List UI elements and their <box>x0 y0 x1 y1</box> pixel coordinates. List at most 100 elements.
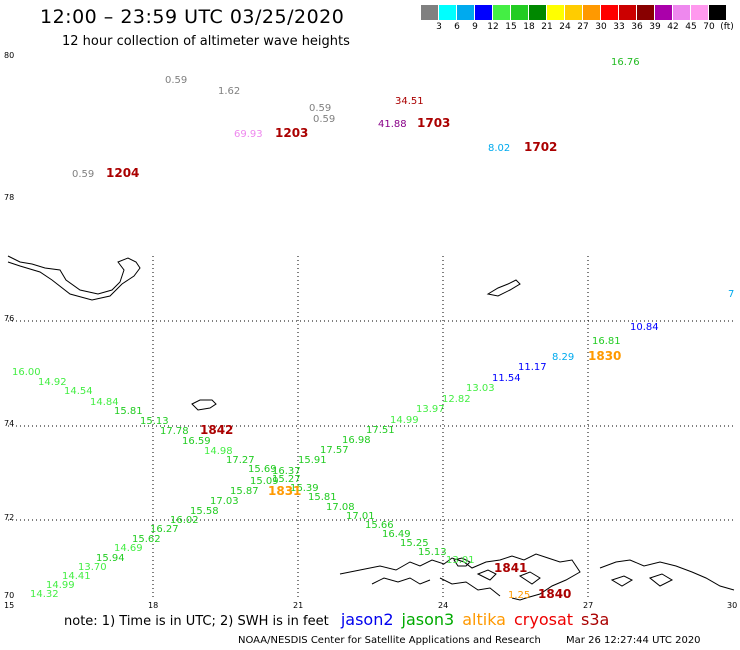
color-swatch <box>601 5 618 20</box>
wave-height-value: 14.84 <box>90 397 119 408</box>
wave-height-value: 16.39 <box>290 483 319 494</box>
wave-height-value: 14.99 <box>390 415 419 426</box>
wave-height-value: 15.91 <box>298 455 327 466</box>
legend: note: 1) Time is in UTC; 2) SWH is in fe… <box>64 610 609 629</box>
color-scale-label: 30 <box>595 22 607 32</box>
wave-height-value: 0.59 <box>313 114 335 125</box>
latitude-tick: 72 <box>4 513 14 522</box>
wave-height-value: 10.84 <box>630 322 659 333</box>
wave-height-value: 17.57 <box>320 445 349 456</box>
wave-height-value: 16.02 <box>170 515 199 526</box>
color-swatch <box>691 5 708 20</box>
pass-time-label: 1840 <box>538 587 571 601</box>
wave-height-value: 11.17 <box>518 362 547 373</box>
color-swatch <box>457 5 474 20</box>
wave-height-value: 41.88 <box>378 119 407 130</box>
wave-height-value: 15.09 <box>250 476 279 487</box>
color-scale-label: 70 <box>703 22 715 32</box>
color-swatch <box>565 5 582 20</box>
coastline <box>7 255 735 601</box>
wave-height-value: 16.76 <box>611 57 640 68</box>
color-swatch <box>529 5 546 20</box>
color-swatch <box>493 5 510 20</box>
wave-height-value: 1.25 <box>508 590 530 601</box>
satellite-legend-item: s3a <box>581 610 610 629</box>
satellite-legend: jason2 jason3 altika cryosat s3a <box>333 610 610 629</box>
longitude-tick: 30 <box>727 601 737 610</box>
pass-time-label: 1830 <box>588 349 621 363</box>
color-scale-label: 39 <box>649 22 661 32</box>
wave-height-value: 17.08 <box>326 502 355 513</box>
wave-height-value: 16.00 <box>12 367 41 378</box>
wave-height-value: 0.59 <box>72 169 94 180</box>
wave-height-value: 15.25 <box>400 538 429 549</box>
wave-height-labels: 0.591.620.590.5934.5116.7641.8869.938.02… <box>12 57 734 601</box>
pass-time-label: 1842 <box>200 423 233 437</box>
wave-height-value: 0.59 <box>309 103 331 114</box>
satellite-legend-item: jason3 <box>401 610 455 629</box>
pass-time-label: 1702 <box>524 140 557 154</box>
color-scale-label: 33 <box>613 22 625 32</box>
latitude-tick: 74 <box>4 419 14 428</box>
wave-height-value: 16.81 <box>592 336 621 347</box>
color-swatch <box>583 5 600 20</box>
wave-height-value: 0.59 <box>165 75 187 86</box>
color-scale-label: 42 <box>667 22 679 32</box>
wave-height-value: 17.78 <box>160 426 189 437</box>
wave-height-value: 17.51 <box>366 425 395 436</box>
pass-time-label: 1841 <box>494 561 527 575</box>
wave-height-value: 15.69 <box>248 464 277 475</box>
wave-height-value: 14.41 <box>62 571 91 582</box>
color-swatch <box>619 5 636 20</box>
footer: NOAA/NESDIS Center for Satellite Applica… <box>238 635 701 646</box>
wave-height-value: 13.01 <box>446 555 475 566</box>
longitude-tick: 18 <box>148 601 158 610</box>
color-swatch <box>475 5 492 20</box>
color-swatch <box>421 5 438 20</box>
wave-height-value: 15.62 <box>132 534 161 545</box>
color-scale-label: 12 <box>487 22 499 32</box>
pass-time-label: 1204 <box>106 166 139 180</box>
wave-height-value: 13.97 <box>416 404 445 415</box>
color-swatch <box>511 5 528 20</box>
latitude-tick: 76 <box>4 314 14 323</box>
wave-height-value: 14.92 <box>38 377 67 388</box>
color-swatch <box>655 5 672 20</box>
wave-height-value: 15.81 <box>114 406 143 417</box>
longitude-tick: 21 <box>293 601 303 610</box>
wave-height-value: 15.13 <box>418 547 447 558</box>
wave-height-value: 14.32 <box>30 589 59 600</box>
legend-note: note: 1) Time is in UTC; 2) SWH is in fe… <box>64 614 329 629</box>
page-subtitle: 12 hour collection of altimeter wave hei… <box>62 34 350 49</box>
color-scale-label: 45 <box>685 22 697 32</box>
wave-height-value: 14.54 <box>64 386 93 397</box>
page-title: 12:00 – 23:59 UTC 03/25/2020 <box>40 6 345 28</box>
wave-height-value: 14.98 <box>204 446 233 457</box>
color-scale-label: 6 <box>454 22 460 32</box>
wave-height-value: 16.27 <box>150 524 179 535</box>
longitude-tick: 24 <box>438 601 448 610</box>
color-scale-label: 15 <box>505 22 517 32</box>
footer-timestamp: Mar 26 12:27:44 UTC 2020 <box>566 635 701 646</box>
color-scale-label: 24 <box>559 22 571 32</box>
wave-height-value: 8.02 <box>488 143 510 154</box>
wave-height-value: 17.01 <box>346 511 375 522</box>
wave-height-value: 11.54 <box>492 373 521 384</box>
wave-height-value: 34.51 <box>395 96 424 107</box>
wave-height-value: 15.58 <box>190 506 219 517</box>
wave-height-value: 8.29 <box>552 352 574 363</box>
color-scale-label: (ft) <box>720 22 734 32</box>
satellite-legend-item: altika <box>462 610 506 629</box>
longitude-tick: 27 <box>583 601 593 610</box>
wave-height-value: 16.37 <box>272 466 301 477</box>
latitude-tick: 78 <box>4 193 14 202</box>
color-swatch <box>439 5 456 20</box>
wave-height-value: 17.03 <box>210 496 239 507</box>
satellite-legend-item: jason2 <box>340 610 394 629</box>
wave-height-value: 14.99 <box>46 580 75 591</box>
color-scale-label: 27 <box>577 22 589 32</box>
latitude-tick: 70 <box>4 591 14 600</box>
color-swatch <box>673 5 690 20</box>
